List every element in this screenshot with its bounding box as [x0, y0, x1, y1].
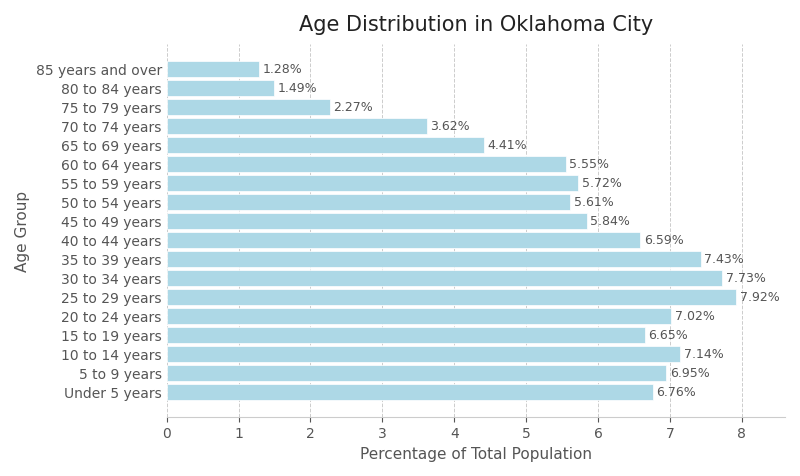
Text: 5.84%: 5.84% — [590, 215, 630, 228]
Bar — [166, 232, 641, 248]
Bar — [166, 62, 258, 78]
Text: 7.14%: 7.14% — [684, 347, 723, 360]
Bar — [166, 251, 701, 268]
Text: 6.65%: 6.65% — [648, 328, 688, 341]
Text: 7.02%: 7.02% — [675, 309, 715, 323]
Bar — [166, 194, 570, 210]
Y-axis label: Age Group: Age Group — [15, 190, 30, 271]
Bar — [166, 213, 586, 229]
Bar — [166, 308, 671, 324]
Text: 5.55%: 5.55% — [570, 158, 610, 171]
Text: 1.49%: 1.49% — [278, 82, 317, 95]
Bar — [166, 175, 578, 191]
Text: 6.59%: 6.59% — [644, 234, 684, 247]
Text: 6.95%: 6.95% — [670, 367, 710, 379]
Bar — [166, 384, 653, 400]
Text: 6.76%: 6.76% — [656, 386, 696, 398]
Bar — [166, 138, 484, 154]
X-axis label: Percentage of Total Population: Percentage of Total Population — [360, 446, 592, 461]
Text: 5.72%: 5.72% — [582, 177, 622, 190]
Text: 7.43%: 7.43% — [705, 253, 744, 266]
Text: 5.61%: 5.61% — [574, 196, 614, 209]
Bar — [166, 346, 680, 362]
Bar — [166, 365, 666, 381]
Text: 1.28%: 1.28% — [262, 63, 302, 76]
Text: 4.41%: 4.41% — [487, 139, 527, 152]
Text: 2.27%: 2.27% — [334, 101, 374, 114]
Bar — [166, 119, 427, 135]
Title: Age Distribution in Oklahoma City: Age Distribution in Oklahoma City — [298, 15, 653, 35]
Text: 7.92%: 7.92% — [740, 291, 779, 304]
Text: 7.73%: 7.73% — [726, 272, 766, 285]
Bar — [166, 157, 566, 173]
Bar — [166, 270, 722, 286]
Bar — [166, 80, 274, 97]
Bar — [166, 99, 330, 116]
Bar — [166, 327, 645, 343]
Bar — [166, 289, 736, 305]
Text: 3.62%: 3.62% — [430, 120, 470, 133]
